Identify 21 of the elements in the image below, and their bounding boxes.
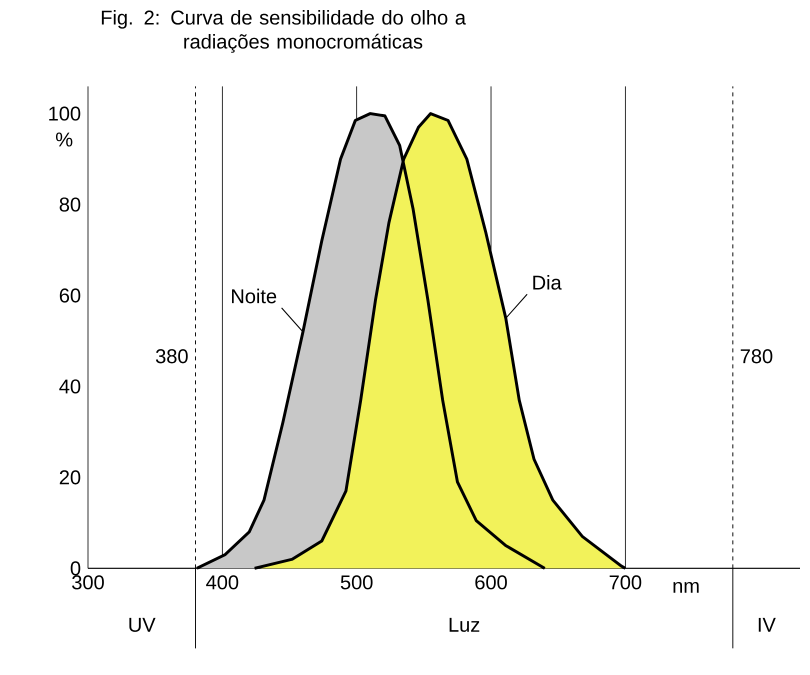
y-tick-label: 20 [60,470,80,484]
x-tick-label: 700 [610,575,642,590]
text: Luz [450,618,480,632]
y-tick-label: 0 [70,561,80,576]
y-axis-title: % [56,132,72,147]
text: UV [129,618,156,632]
chart-title: Fig. 2: Curva de sensibilidade do olho a radiações monocromáticas [102,10,466,53]
ref-line-label: 380 [156,349,188,364]
x-tick-label: 500 [340,575,373,590]
ref-line-label: 780 [740,349,772,364]
x-tick-label: 300 [72,575,104,590]
series-label: Noite [232,288,276,304]
y-tick-label: 80 [60,197,80,212]
x-tick-label: 400 [206,575,238,590]
x-tick-label: 600 [475,575,507,590]
y-tick-label: 100 [49,106,80,121]
y-tick-label: 40 [59,379,80,394]
text: IV [758,618,776,632]
x-axis-title: nm [674,582,699,593]
y-tick-label: 60 [60,288,80,303]
series-label: Dia [533,275,562,290]
